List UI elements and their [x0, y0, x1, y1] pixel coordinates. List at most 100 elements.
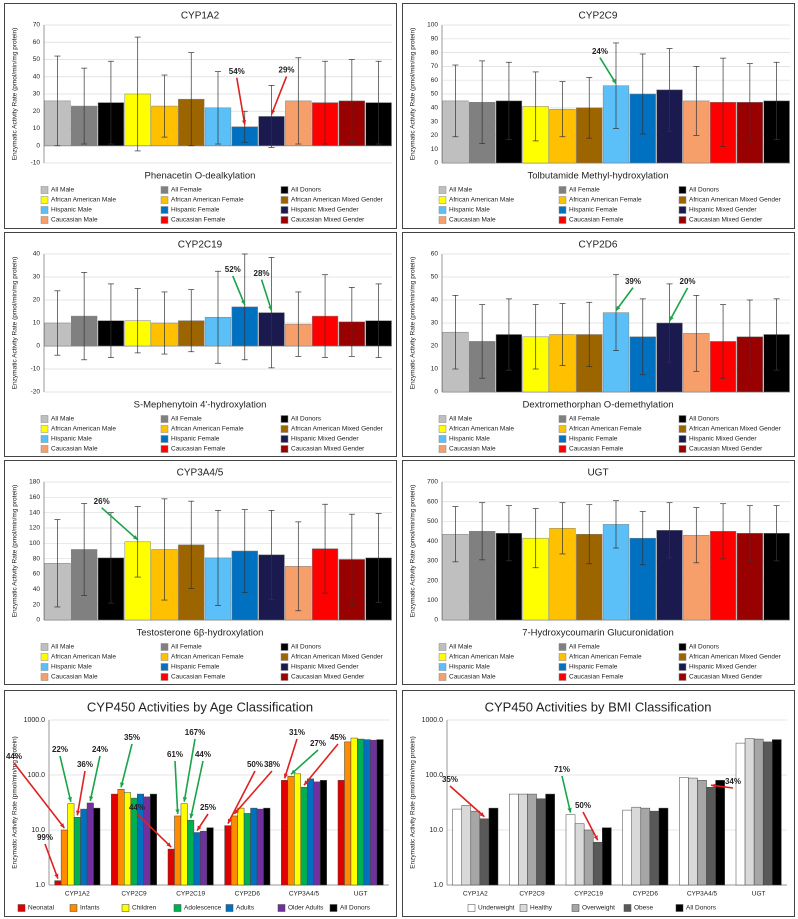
- legend-swatch: [160, 445, 169, 453]
- legend-swatch: [438, 196, 447, 204]
- annotation: 61%: [167, 750, 183, 759]
- legend-label: Hispanic Male: [449, 664, 490, 671]
- annotation: 52%: [225, 265, 241, 274]
- legend-swatch: [558, 216, 567, 224]
- bar: [509, 793, 519, 886]
- y-tick-label: 20: [431, 343, 439, 350]
- legend-swatch: [40, 663, 49, 671]
- y-tick-label: 140: [29, 509, 40, 516]
- legend-swatch: [280, 435, 289, 443]
- y-tick-label: 300: [427, 558, 438, 565]
- y-tick-label: 1.0: [433, 882, 443, 889]
- bar: [67, 803, 75, 886]
- legend-swatch: [678, 415, 687, 423]
- y-tick-label: 10: [431, 146, 439, 153]
- annotation: 34%: [725, 777, 741, 786]
- arrow-head: [234, 809, 239, 814]
- annotation: 36%: [77, 760, 93, 769]
- arrow-head: [669, 316, 674, 321]
- y-tick-label: 30: [431, 118, 439, 125]
- y-tick-label: 60: [33, 571, 41, 578]
- x-tick-label: CYP2C19: [176, 891, 205, 898]
- legend-label: Children: [132, 905, 157, 912]
- y-tick-label: 30: [33, 274, 41, 281]
- legend-swatch: [678, 216, 687, 224]
- legend-label: Caucasian Male: [449, 446, 496, 453]
- legend-swatch: [438, 643, 447, 651]
- chart-title: CYP1A2: [181, 11, 220, 22]
- legend-label: All Donors: [689, 187, 720, 194]
- legend-swatch: [438, 425, 447, 433]
- y-tick-label: 700: [427, 479, 438, 486]
- y-tick-label: 1000.0: [24, 717, 46, 724]
- legend-swatch: [438, 673, 447, 681]
- annotation-arrow: [136, 813, 172, 848]
- bar: [237, 807, 245, 886]
- bar: [479, 818, 490, 886]
- annotation: 44%: [195, 750, 211, 759]
- y-tick-label: -20: [31, 389, 41, 396]
- annotation: 50%: [575, 801, 591, 810]
- legend-swatch: [558, 206, 567, 214]
- annotation: 24%: [92, 745, 108, 754]
- y-tick-label: -10: [31, 366, 41, 373]
- legend-label: Hispanic Mixed Gender: [291, 436, 359, 443]
- bar: [461, 805, 472, 886]
- bar: [167, 848, 175, 886]
- legend-label: African American Mixed Gender: [291, 426, 384, 433]
- bar: [640, 807, 651, 886]
- legend-swatch: [571, 904, 580, 912]
- legend-swatch: [173, 904, 182, 912]
- bar: [193, 832, 201, 886]
- arrow-head: [616, 305, 621, 311]
- annotation: 45%: [330, 733, 346, 742]
- legend-swatch: [277, 904, 286, 912]
- legend-swatch: [438, 435, 447, 443]
- annotation-arrow: [232, 275, 246, 306]
- legend-swatch: [40, 196, 49, 204]
- arrow-head: [175, 809, 180, 814]
- bar: [452, 808, 462, 886]
- legend-swatch: [438, 663, 447, 671]
- legend-label: African American Mixed Gender: [291, 197, 384, 204]
- legend-swatch: [160, 186, 169, 194]
- legend-label: Caucasian Mixed Gender: [291, 446, 365, 453]
- legend-label: Adolescence: [184, 905, 222, 912]
- legend-label: African American Mixed Gender: [291, 654, 384, 661]
- legend-label: All Female: [569, 644, 600, 651]
- x-tick-label: CYP1A2: [463, 891, 488, 898]
- legend-swatch: [40, 445, 49, 453]
- bar: [357, 738, 365, 886]
- legend-swatch: [40, 415, 49, 423]
- arrow-head: [711, 783, 716, 788]
- arrow-head: [75, 810, 81, 816]
- legend-label: Hispanic Mixed Gender: [689, 207, 757, 214]
- bar: [350, 737, 358, 886]
- y-axis-label: Enzymatic Activity Rate (pmol/min/mg pro…: [12, 28, 19, 161]
- chart-title: CYP450 Activities by Age Classification: [87, 699, 313, 714]
- y-tick-label: 0: [434, 617, 438, 624]
- y-tick-label: 60: [33, 39, 41, 46]
- legend-swatch: [160, 415, 169, 423]
- legend-swatch: [558, 643, 567, 651]
- chart-subtitle: Testosterone 6β-hydroxylation: [137, 628, 264, 639]
- bar: [649, 810, 660, 886]
- bar: [230, 815, 238, 886]
- legend-label: All Donors: [291, 416, 322, 423]
- legend-label: Overweight: [582, 905, 615, 912]
- legend-label: Caucasian Male: [449, 674, 496, 681]
- legend-label: Hispanic Mixed Gender: [291, 664, 359, 671]
- annotation: 35%: [124, 733, 140, 742]
- annotation-arrow: [582, 811, 599, 841]
- annotation: 31%: [289, 728, 305, 737]
- legend-label: African American Mixed Gender: [689, 426, 782, 433]
- y-tick-label: 10.0: [429, 827, 443, 834]
- x-tick-label: CYP2C9: [121, 891, 147, 898]
- legend-label: Hispanic Mixed Gender: [689, 664, 757, 671]
- legend-swatch: [40, 435, 49, 443]
- legend-label: All Male: [449, 416, 473, 423]
- x-tick-label: UGT: [752, 891, 766, 898]
- bar: [744, 738, 755, 886]
- y-tick-label: 20: [33, 108, 41, 115]
- bar: [54, 880, 62, 886]
